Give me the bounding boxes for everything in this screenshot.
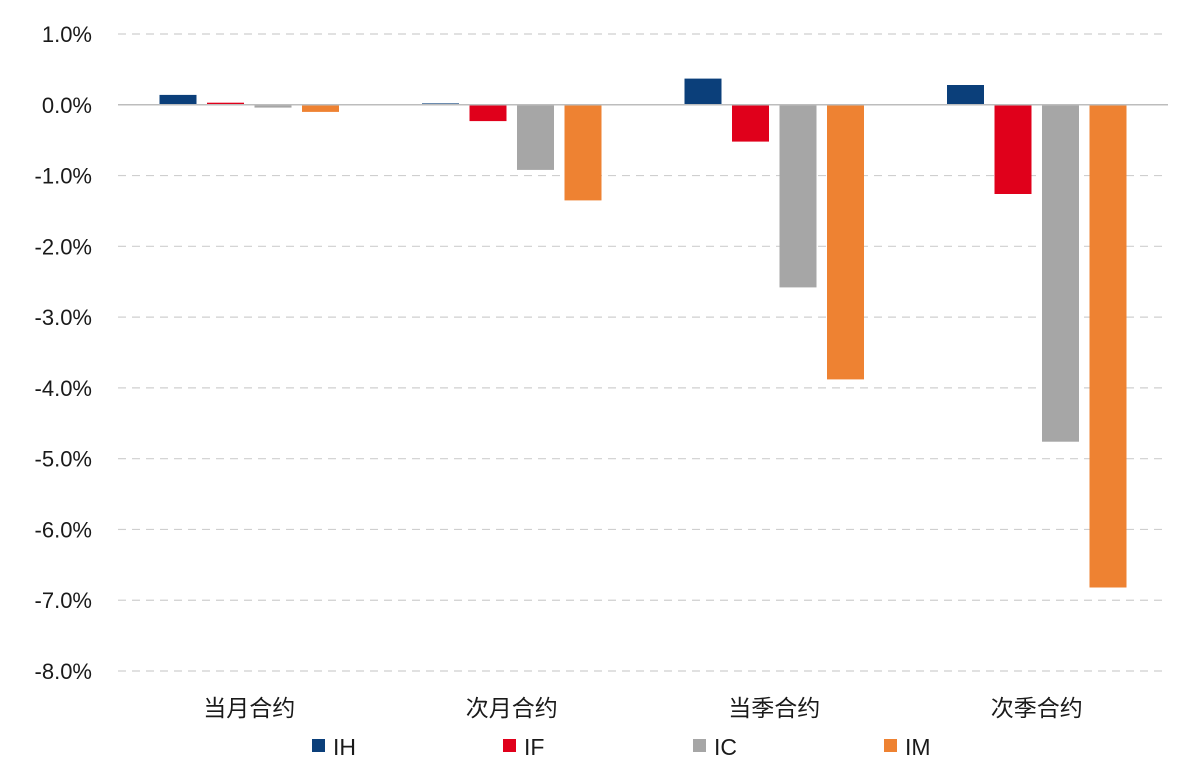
- bar-if-3: [732, 104, 769, 142]
- legend-swatch-im: [884, 739, 897, 752]
- bar-ic-3: [779, 104, 817, 288]
- x-category-label: 次月合约: [466, 695, 558, 721]
- y-tick-label: -3.0%: [35, 305, 92, 330]
- legend-label-ic: IC: [714, 734, 737, 760]
- legend-label-if: IF: [524, 734, 544, 760]
- bar-if-1: [207, 102, 244, 105]
- y-tick-label: -7.0%: [35, 588, 92, 613]
- bar-ic-2: [517, 104, 554, 170]
- bar-im-4: [1089, 104, 1127, 588]
- bars: [159, 78, 1127, 588]
- x-axis-category-labels: 当月合约 次月合约 当季合约 次季合约: [203, 695, 1083, 721]
- y-tick-label: -8.0%: [35, 659, 92, 684]
- y-tick-label: -6.0%: [35, 517, 92, 542]
- legend-label-im: IM: [905, 734, 931, 760]
- bar-ic-4: [1042, 104, 1079, 442]
- y-tick-label: -5.0%: [35, 447, 92, 472]
- bar-ih-4: [947, 85, 984, 105]
- legend: IH IF IC IM: [312, 734, 931, 760]
- x-category-label: 当月合约: [203, 695, 295, 721]
- legend-swatch-ic: [693, 739, 706, 752]
- legend-swatch-ih: [312, 739, 325, 752]
- y-tick-label: 1.0%: [42, 22, 92, 47]
- bar-ih-3: [684, 78, 722, 105]
- bar-if-2: [469, 104, 507, 122]
- legend-label-ih: IH: [333, 734, 356, 760]
- y-tick-label: -4.0%: [35, 376, 92, 401]
- x-category-label: 当季合约: [728, 695, 820, 721]
- gridlines: [118, 33, 1168, 672]
- y-tick-label: -1.0%: [35, 164, 92, 189]
- bar-im-3: [827, 104, 864, 380]
- y-tick-label: 0.0%: [42, 93, 92, 118]
- y-tick-label: -2.0%: [35, 234, 92, 259]
- x-category-label: 次季合约: [991, 695, 1083, 721]
- bar-im-1: [302, 104, 339, 112]
- legend-swatch-if: [503, 739, 516, 752]
- y-axis-tick-labels: 1.0% 0.0% -1.0% -2.0% -3.0% -4.0% -5.0% -6.0% -7…: [35, 22, 92, 684]
- bar-ih-1: [159, 94, 197, 105]
- bar-im-2: [564, 104, 602, 201]
- bar-ic-1: [254, 104, 292, 108]
- bar-if-4: [994, 104, 1032, 194]
